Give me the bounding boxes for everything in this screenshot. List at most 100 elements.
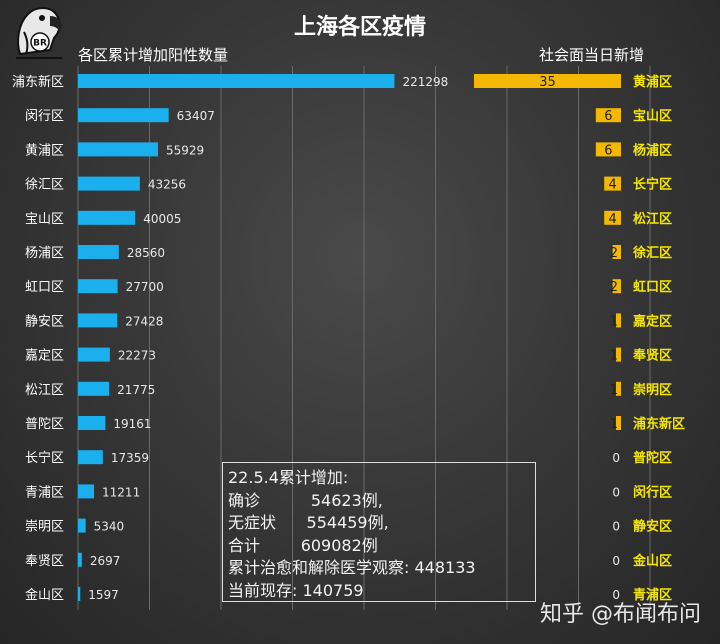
right-bar	[604, 210, 621, 225]
right-bar	[616, 347, 621, 362]
right-bar	[616, 381, 621, 396]
left-category-label: 杨浦区	[25, 246, 64, 261]
right-category-label: 静安区	[633, 519, 672, 535]
right-category-label: 松江区	[633, 211, 672, 227]
right-category-label: 奉贤区	[632, 348, 672, 364]
right-value-label: 0	[612, 520, 620, 534]
right-value-label: 0	[612, 588, 620, 602]
left-value-label: 28560	[127, 246, 165, 260]
left-value-label: 1597	[88, 588, 119, 602]
right-value-label: 6	[604, 143, 612, 158]
right-value-label: 1	[610, 349, 618, 364]
left-category-label: 宝山区	[25, 212, 64, 227]
summary-line: 累计治愈和解除医学观察: 448133	[228, 558, 476, 577]
left-category-label: 青浦区	[25, 485, 64, 500]
left-bar	[78, 279, 118, 294]
left-category-label: 金山区	[25, 587, 64, 603]
right-value-label: 1	[610, 314, 618, 329]
right-bar	[474, 74, 621, 88]
left-category-label: 崇明区	[25, 520, 64, 535]
left-category-label: 黄浦区	[25, 143, 64, 158]
left-category-label: 虹口区	[25, 280, 64, 295]
left-category-label: 普陀区	[25, 416, 64, 432]
gridlines	[77, 66, 651, 610]
left-bar	[78, 552, 82, 567]
right-category-label: 青浦区	[633, 587, 672, 603]
left-bar-series: 浦东新区 221298 闵行区 63407 黄浦区 55929 徐汇区 43256 宝山区 400…	[12, 74, 448, 603]
left-value-label: 19161	[113, 417, 151, 431]
right-category-label: 金山区	[632, 553, 672, 569]
summary-line: 无症状 554459例,	[228, 513, 389, 532]
left-bar	[78, 108, 169, 123]
left-category-label: 闵行区	[25, 109, 64, 124]
left-bar	[78, 381, 110, 396]
left-category-label: 奉贤区	[25, 554, 64, 569]
chart-title: 上海各区疫情	[294, 14, 426, 40]
right-value-label: 4	[608, 178, 616, 193]
right-category-label: 宝山区	[633, 108, 672, 124]
left-bar	[78, 210, 136, 225]
parrot-logo-icon: BR	[16, 7, 62, 59]
right-bar	[616, 313, 621, 328]
left-bar	[78, 587, 81, 601]
right-bar-series: 35 黄浦区 6 宝山区 6 杨浦区 4 长宁区 4 松江区 2 徐汇区 2 虹口区 1 嘉定区 1 奉贤区 1 崇明…	[474, 74, 685, 603]
right-bar	[604, 176, 621, 191]
left-bar	[78, 313, 118, 328]
left-category-label: 长宁区	[25, 450, 64, 466]
right-category-label: 崇明区	[633, 382, 672, 398]
right-value-label: 2	[610, 280, 618, 295]
left-bar	[78, 74, 395, 88]
left-category-label: 静安区	[25, 314, 64, 329]
right-category-label: 黄浦区	[633, 74, 672, 90]
right-category-label: 闵行区	[633, 484, 672, 500]
left-value-label: 22273	[118, 349, 156, 363]
left-value-label: 21775	[117, 383, 155, 397]
left-bar	[78, 416, 106, 430]
summary-line: 合计 609082例	[228, 535, 378, 555]
left-category-label: 松江区	[25, 383, 64, 398]
right-category-label: 虹口区	[633, 279, 672, 295]
right-value-label: 4	[608, 212, 616, 227]
right-chart-subtitle: 社会面当日新增	[539, 46, 644, 64]
right-bar	[612, 245, 621, 259]
right-category-label: 长宁区	[633, 177, 672, 193]
left-bar	[78, 142, 158, 157]
right-category-label: 浦东新区	[633, 416, 685, 432]
left-value-label: 5340	[94, 520, 125, 534]
right-bar	[595, 142, 621, 157]
left-category-label: 徐汇区	[25, 178, 64, 193]
left-value-label: 27700	[126, 280, 164, 294]
left-bar	[78, 245, 119, 259]
left-value-label: 221298	[402, 75, 448, 89]
right-bar	[616, 416, 621, 430]
left-value-label: 27428	[125, 314, 163, 328]
right-value-label: 0	[612, 451, 620, 465]
right-category-label: 杨浦区	[633, 142, 672, 158]
right-value-label: 6	[604, 109, 612, 124]
svg-text:BR: BR	[33, 39, 47, 49]
right-value-label: 2	[610, 246, 618, 261]
left-value-label: 11211	[102, 485, 140, 499]
summary-line: 确诊 54623例,	[228, 490, 383, 510]
right-value-label: 0	[612, 485, 620, 499]
left-bar	[78, 347, 110, 362]
summary-line: 22.5.4累计增加:	[228, 468, 349, 487]
right-category-label: 嘉定区	[632, 313, 672, 329]
left-chart-subtitle: 各区累计增加阳性数量	[78, 46, 228, 64]
left-value-label: 63407	[177, 109, 215, 123]
right-value-label: 1	[610, 417, 618, 432]
summary-line: 当前现存: 140759	[228, 580, 364, 600]
left-value-label: 40005	[143, 212, 181, 226]
left-bar	[78, 450, 103, 465]
right-value-label: 0	[612, 554, 620, 568]
right-value-label: 35	[539, 75, 556, 90]
summary-box: 22.5.4累计增加: 确诊 54623例, 无症状 554459例, 合计 6…	[222, 462, 536, 602]
left-value-label: 2697	[90, 554, 121, 568]
left-category-label: 浦东新区	[12, 74, 64, 90]
right-bar	[595, 108, 621, 123]
right-category-label: 徐汇区	[632, 245, 672, 261]
left-bar	[78, 176, 140, 191]
right-bar	[612, 279, 621, 294]
right-value-label: 1	[610, 383, 618, 398]
